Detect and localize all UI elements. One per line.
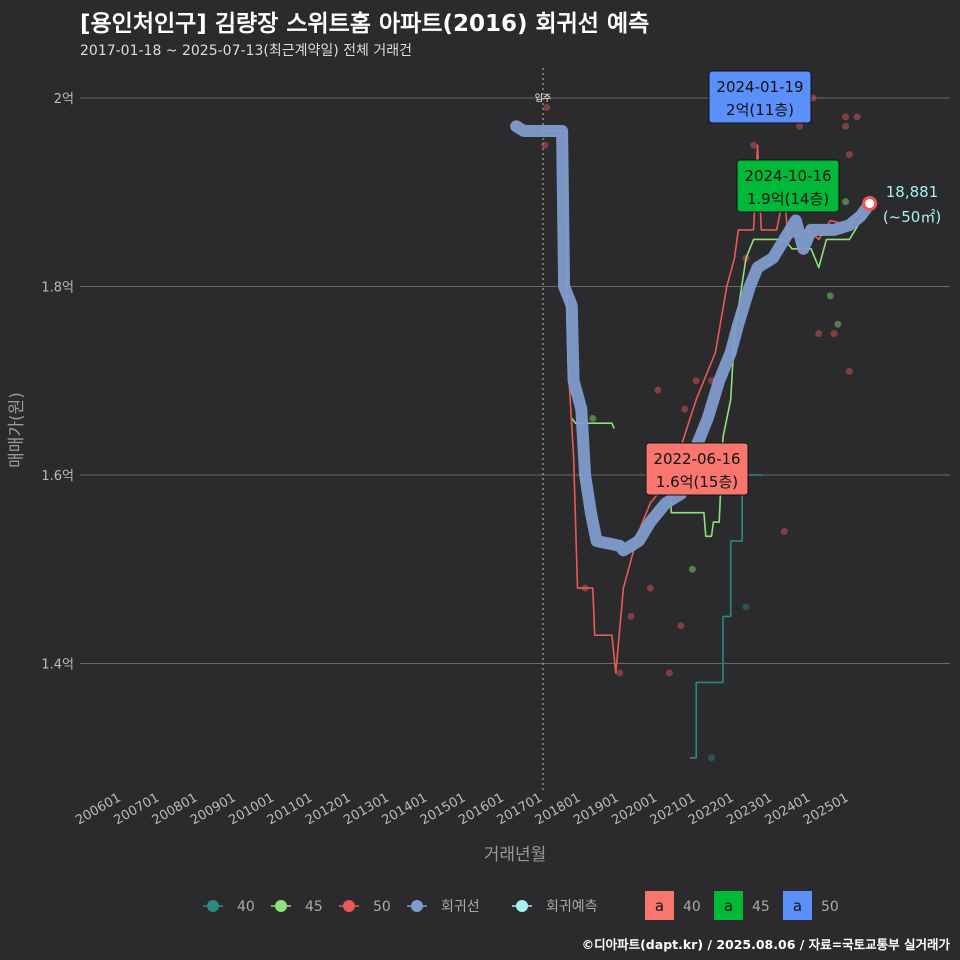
- annotation-label: 2024-10-16 1.9억(14층): [736, 159, 840, 213]
- chart-subtitle: 2017-01-18 ~ 2025-07-13(최근계약일) 전체 거래건: [80, 43, 412, 59]
- annotation-value: 1.6억(15층): [656, 473, 738, 491]
- forecast-area: (~50㎡): [883, 208, 941, 226]
- forecast-value: 18,881: [886, 183, 939, 201]
- legend-label: 50: [373, 899, 391, 915]
- scatter-point: [842, 198, 850, 206]
- legend-label: 회귀선: [441, 899, 480, 915]
- legend-box: [714, 891, 743, 920]
- legend-label: 45: [305, 899, 323, 915]
- series-line-45: [570, 417, 615, 429]
- scatter-point: [646, 584, 654, 592]
- scatter-point: [845, 367, 853, 375]
- scatter-point: [842, 122, 850, 130]
- scatter-point: [853, 113, 861, 121]
- scatter-point: [826, 292, 834, 300]
- scatter-point: [616, 669, 624, 677]
- annotation-value: 2억(11층): [726, 101, 794, 119]
- scatter-point: [830, 330, 838, 338]
- legend-box: [783, 891, 812, 920]
- legend-box-label: 45: [752, 899, 770, 915]
- move-in-label: 입주: [535, 92, 552, 104]
- legend-box: [645, 891, 674, 920]
- scatter-point: [845, 151, 853, 159]
- legend-label: 회귀예측: [546, 899, 598, 915]
- annotation-label: 2024-01-19 2억(11층): [708, 70, 812, 124]
- scatter-point: [834, 320, 842, 328]
- annotation-date: 2024-01-19: [716, 78, 803, 96]
- y-axis-label: 매매가(원): [7, 392, 27, 468]
- series-line-40: [689, 474, 763, 759]
- y-tick-label: 1.8억: [41, 281, 74, 296]
- annotation-box: [645, 442, 749, 496]
- legend-box-label: 50: [821, 899, 839, 915]
- scatter-point: [742, 603, 750, 611]
- scatter-point: [796, 122, 804, 130]
- x-axis-label: 거래년월: [484, 845, 547, 865]
- chart-title: [용인처인구] 김량장 스위트홈 아파트(2016) 회귀선 예측: [80, 11, 650, 37]
- annotation-date: 2022-06-16: [653, 450, 740, 468]
- scatter-point: [750, 141, 758, 149]
- scatter-point: [627, 612, 635, 620]
- legend-marker: [343, 900, 355, 912]
- scatter-point: [692, 377, 700, 385]
- y-tick-label: 1.6억: [41, 469, 74, 484]
- scatter-point: [665, 669, 673, 677]
- scatter-point: [589, 414, 597, 422]
- scatter-point: [780, 528, 788, 536]
- legend-marker: [516, 900, 528, 912]
- forecast-point: [862, 195, 878, 211]
- caption: ©디아파트(dapt.kr) / 2025.08.06 / 자료=국토교통부 실…: [581, 937, 950, 952]
- scatter-point: [654, 386, 662, 394]
- legend-marker: [207, 900, 219, 912]
- scatter-point: [815, 330, 823, 338]
- legend-marker: [411, 900, 423, 912]
- legend-box-glyph: a: [655, 897, 664, 915]
- scatter-point: [543, 103, 551, 111]
- annotation-value: 1.9억(14층): [747, 190, 829, 208]
- annotation-box: [708, 70, 812, 124]
- legend-box-glyph: a: [793, 897, 802, 915]
- legend-marker: [275, 900, 287, 912]
- annotation-date: 2024-10-16: [744, 167, 831, 185]
- y-tick-label: 1.4억: [41, 658, 74, 673]
- scatter-point: [677, 622, 685, 630]
- annotation-label: 2022-06-16 1.6억(15층): [645, 442, 749, 496]
- scatter-point: [842, 113, 850, 121]
- scatter-point: [681, 405, 689, 413]
- legend-box-label: 40: [683, 899, 701, 915]
- y-tick-label: 2억: [54, 92, 74, 107]
- legend-box-glyph: a: [724, 897, 733, 915]
- scatter-point: [541, 141, 549, 149]
- series-line-45: [647, 219, 862, 538]
- annotation-box: [736, 159, 840, 213]
- legend-label: 40: [237, 899, 255, 915]
- scatter-point: [688, 565, 696, 573]
- scatter-point: [708, 754, 716, 762]
